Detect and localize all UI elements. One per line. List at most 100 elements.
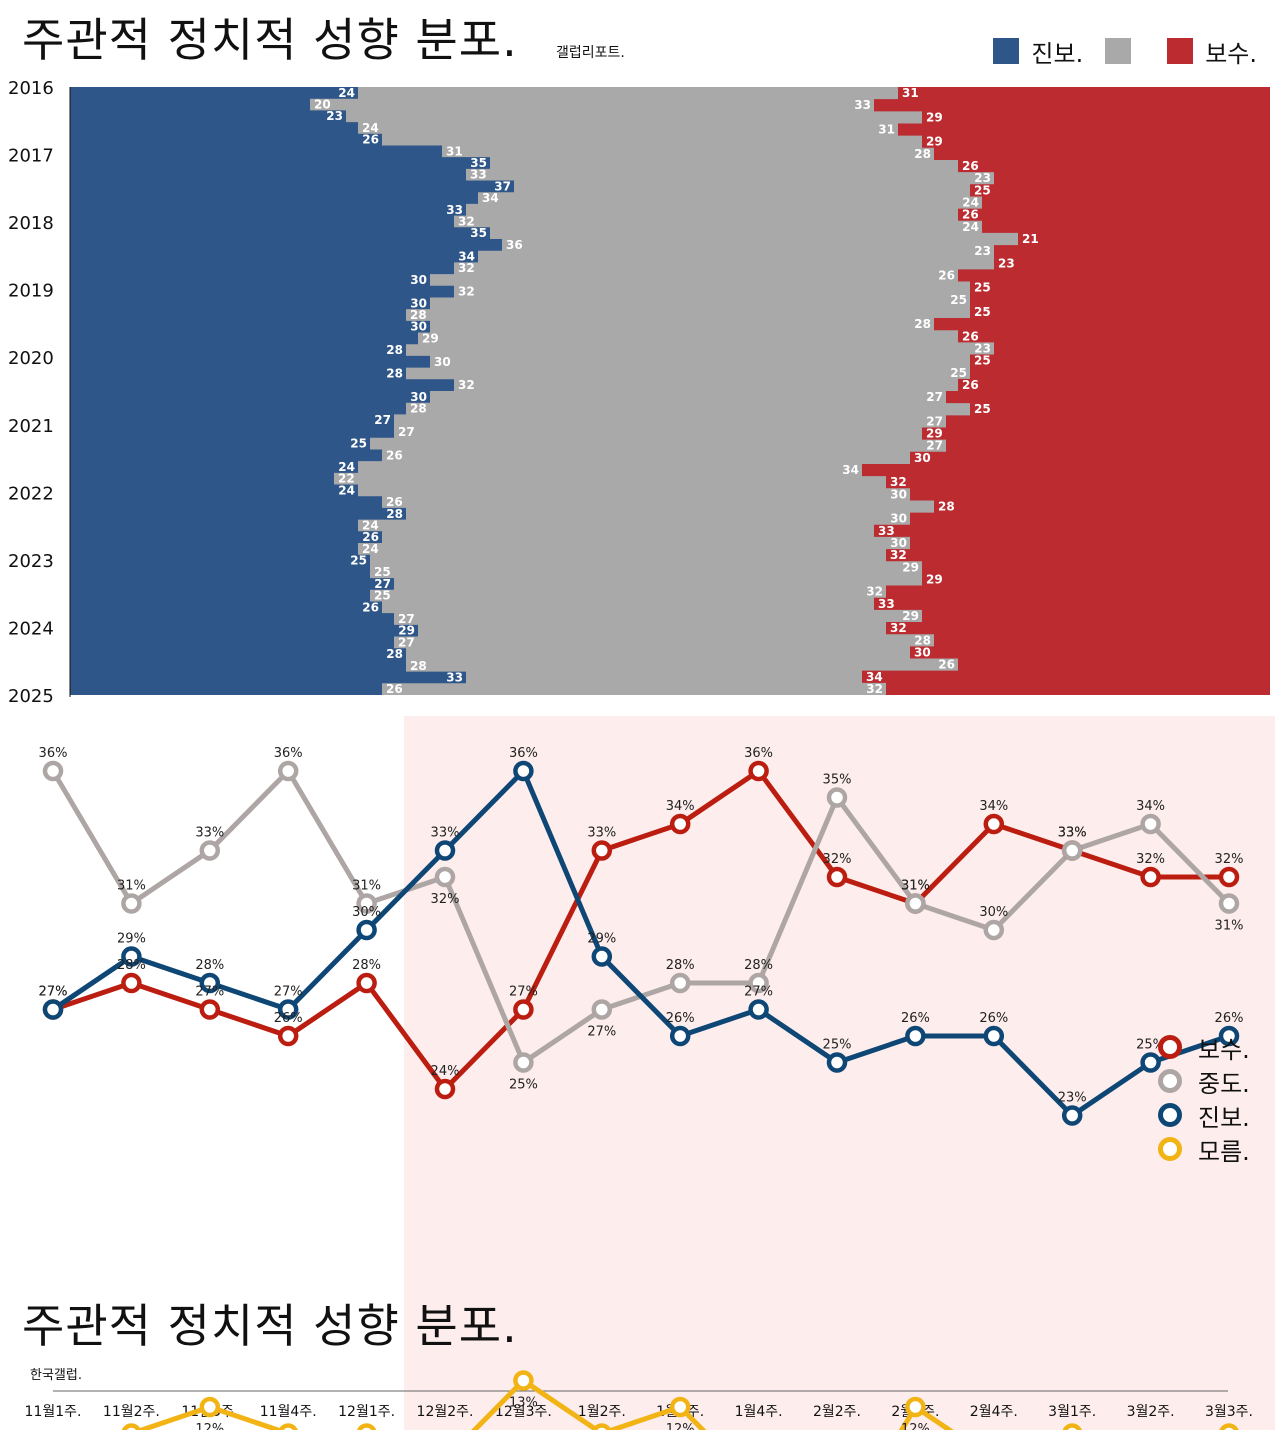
data-label: 32% (1215, 852, 1244, 867)
line-legend-marker-moderate (1158, 1069, 1182, 1093)
series-point (591, 999, 613, 1020)
line-legend-marker-conservative (1158, 1035, 1182, 1059)
data-label: 28 (386, 507, 403, 521)
data-label: 27 (398, 612, 415, 626)
year-tick-label: 2020 (8, 348, 54, 369)
series-point (277, 1025, 299, 1047)
data-label: 30 (890, 536, 907, 550)
data-label: 25 (950, 366, 967, 380)
data-label: 24 (362, 518, 379, 532)
data-label: 30 (410, 273, 427, 287)
series-point (434, 866, 456, 888)
data-label: 26 (386, 448, 403, 462)
data-label: 25 (374, 565, 391, 579)
data-label: 34 (842, 463, 859, 477)
data-label: 36% (39, 746, 68, 761)
data-label: 25 (374, 589, 391, 603)
data-label: 26 (938, 658, 955, 672)
series-point (513, 1052, 534, 1073)
data-label: 28 (914, 147, 931, 161)
x-tick-label: 11월2주. (103, 1404, 160, 1420)
data-label: 27 (374, 413, 391, 427)
x-tick-label: 12월2주. (417, 1404, 474, 1420)
data-label: 34% (666, 799, 695, 814)
series-point (1062, 1423, 1082, 1430)
data-label: 34 (458, 250, 475, 264)
data-label: 32 (890, 548, 907, 562)
line-legend-marker-unknown (1158, 1137, 1182, 1161)
data-label: 27% (744, 985, 773, 1000)
series-point (513, 999, 534, 1020)
series-point (905, 893, 926, 914)
data-label: 27 (926, 390, 943, 404)
series-point (748, 999, 769, 1020)
series-point (1219, 1423, 1239, 1430)
data-label: 12% (195, 1422, 224, 1430)
series-point (983, 919, 1005, 941)
line-legend: 보수. 중도. 진보. 모름. (1158, 1030, 1250, 1166)
data-label: 30 (434, 355, 451, 369)
data-label: 26 (362, 530, 379, 544)
data-label: 31% (117, 879, 146, 894)
x-tick-label: 11월1주. (25, 1404, 82, 1420)
data-label: 23 (998, 256, 1015, 270)
year-tick-label: 2022 (8, 483, 54, 504)
data-label: 26 (362, 600, 379, 614)
data-label: 26 (386, 682, 403, 696)
series-point (983, 1025, 1005, 1047)
top-legend: 진보. 보수. (971, 34, 1257, 69)
data-label: 26 (962, 159, 979, 173)
data-label: 30 (410, 296, 427, 310)
bottom-chart-title: 주관적 정치적 성향 분포. (22, 1299, 518, 1353)
series-point (591, 840, 613, 861)
data-label: 26% (979, 1011, 1008, 1026)
line-legend-item-moderate: 중도. (1158, 1064, 1250, 1098)
data-label: 25 (350, 554, 367, 568)
year-tick-label: 2017 (8, 146, 54, 167)
series-line (51, 768, 1230, 1118)
data-label: 34% (1136, 799, 1165, 814)
data-label: 29% (587, 932, 616, 947)
line-legend-marker-progressive (1158, 1103, 1182, 1127)
data-label: 32% (431, 892, 460, 907)
data-label: 23 (974, 171, 991, 185)
legend-swatch-conservative (1167, 38, 1194, 64)
bottom-chart-source: 한국갤럽. (30, 1368, 82, 1383)
data-label: 33 (854, 98, 871, 112)
series-point (42, 760, 64, 782)
data-label: 36% (744, 746, 773, 761)
year-tick-label: 2021 (8, 416, 54, 437)
data-label: 25 (350, 437, 367, 451)
x-tick-label: 2월4주. (970, 1404, 1018, 1420)
data-label: 30 (914, 451, 931, 465)
data-label: 31 (902, 86, 919, 100)
data-label: 29 (398, 624, 415, 638)
series-line (133, 1378, 954, 1430)
data-label: 33 (446, 203, 463, 217)
progressive-area (70, 87, 514, 695)
data-label: 29 (926, 572, 943, 586)
data-label: 28 (410, 308, 427, 322)
data-label: 28% (352, 958, 381, 973)
data-label: 32 (890, 621, 907, 635)
data-label: 27% (195, 985, 224, 1000)
data-label: 27 (926, 414, 943, 428)
series-point (669, 1025, 691, 1047)
data-label: 33% (1058, 826, 1087, 841)
data-label: 26 (938, 268, 955, 282)
x-tick-label: 3월1주. (1048, 1404, 1096, 1420)
data-label: 36% (274, 746, 303, 761)
legend-item-conservative: 보수. (1167, 34, 1257, 69)
data-label: 31% (352, 879, 381, 894)
line-legend-label-conservative: 보수. (1198, 1035, 1250, 1064)
series-point (278, 1423, 298, 1430)
x-tick-label: 12월3주. (495, 1404, 552, 1420)
data-label: 29% (117, 932, 146, 947)
data-label: 33% (431, 826, 460, 841)
data-label: 30 (890, 512, 907, 526)
data-label: 27% (587, 1025, 616, 1040)
data-label: 32 (866, 585, 883, 599)
series-point (42, 999, 64, 1020)
data-label: 27% (39, 985, 68, 1000)
legend-item-moderate (1105, 38, 1145, 64)
